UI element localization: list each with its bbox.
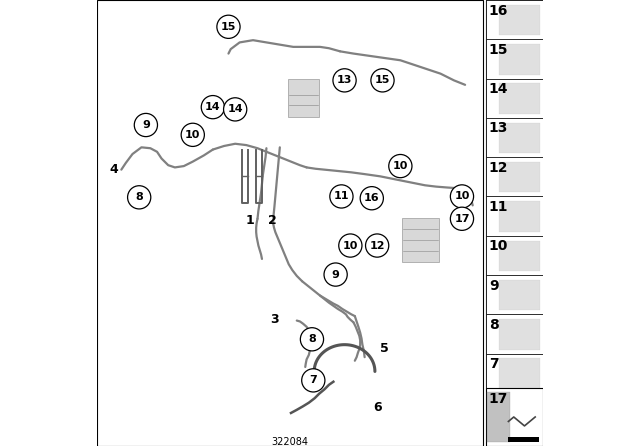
Text: 12: 12 (489, 161, 508, 175)
Text: 7: 7 (309, 375, 317, 385)
FancyBboxPatch shape (499, 201, 540, 232)
Text: 4: 4 (109, 163, 118, 176)
FancyBboxPatch shape (499, 44, 540, 74)
FancyBboxPatch shape (499, 162, 540, 193)
Circle shape (451, 185, 474, 208)
Text: 13: 13 (337, 75, 352, 86)
Circle shape (217, 15, 240, 39)
Text: 15: 15 (375, 75, 390, 86)
Text: 5: 5 (380, 342, 389, 355)
Text: 16: 16 (364, 193, 380, 203)
FancyBboxPatch shape (499, 319, 540, 349)
FancyBboxPatch shape (486, 0, 543, 39)
Text: 1: 1 (245, 215, 254, 228)
Circle shape (330, 185, 353, 208)
Circle shape (365, 234, 388, 257)
Circle shape (388, 155, 412, 178)
Text: 12: 12 (369, 241, 385, 250)
FancyBboxPatch shape (486, 196, 543, 236)
FancyBboxPatch shape (486, 275, 543, 314)
FancyBboxPatch shape (499, 241, 540, 271)
FancyBboxPatch shape (499, 5, 540, 35)
Circle shape (300, 327, 324, 351)
Circle shape (339, 234, 362, 257)
Text: 14: 14 (227, 104, 243, 114)
FancyBboxPatch shape (288, 79, 319, 117)
FancyBboxPatch shape (486, 0, 543, 388)
Text: 17: 17 (454, 214, 470, 224)
Text: 9: 9 (332, 270, 340, 280)
FancyBboxPatch shape (499, 358, 540, 389)
Circle shape (324, 263, 348, 286)
FancyBboxPatch shape (97, 0, 483, 447)
Text: 16: 16 (489, 4, 508, 17)
Text: 2: 2 (268, 215, 276, 228)
FancyBboxPatch shape (486, 314, 543, 353)
Circle shape (333, 69, 356, 92)
Text: 9: 9 (142, 120, 150, 130)
Circle shape (201, 95, 225, 119)
Text: 322084: 322084 (271, 437, 308, 447)
Circle shape (301, 369, 325, 392)
Circle shape (181, 123, 204, 146)
FancyBboxPatch shape (486, 353, 543, 393)
Circle shape (371, 69, 394, 92)
FancyBboxPatch shape (486, 39, 543, 78)
FancyBboxPatch shape (508, 437, 539, 442)
Text: 6: 6 (374, 401, 382, 414)
FancyBboxPatch shape (486, 157, 543, 196)
Text: 10: 10 (185, 130, 200, 140)
Text: 14: 14 (205, 102, 221, 112)
Text: 11: 11 (333, 191, 349, 202)
Text: 15: 15 (221, 22, 236, 32)
Text: 10: 10 (489, 239, 508, 253)
Text: 17: 17 (489, 392, 508, 406)
Text: 9: 9 (489, 279, 499, 293)
Circle shape (127, 186, 151, 209)
Text: 3: 3 (270, 313, 279, 326)
FancyBboxPatch shape (486, 236, 543, 275)
Text: 8: 8 (489, 318, 499, 332)
Text: 8: 8 (135, 192, 143, 202)
FancyBboxPatch shape (486, 388, 543, 447)
FancyBboxPatch shape (486, 118, 543, 157)
Circle shape (451, 207, 474, 230)
Text: 13: 13 (489, 121, 508, 135)
FancyBboxPatch shape (499, 280, 540, 310)
Text: 8: 8 (308, 334, 316, 345)
Text: 14: 14 (489, 82, 508, 96)
Circle shape (134, 113, 157, 137)
FancyBboxPatch shape (486, 78, 543, 118)
FancyBboxPatch shape (499, 123, 540, 153)
Text: 7: 7 (489, 357, 499, 371)
Text: 10: 10 (454, 191, 470, 202)
Text: 10: 10 (393, 161, 408, 171)
Circle shape (223, 98, 247, 121)
Text: 11: 11 (489, 200, 508, 214)
Text: 10: 10 (342, 241, 358, 250)
Circle shape (360, 187, 383, 210)
FancyBboxPatch shape (488, 392, 510, 443)
Text: 15: 15 (489, 43, 508, 57)
FancyBboxPatch shape (402, 218, 439, 262)
FancyBboxPatch shape (499, 83, 540, 114)
